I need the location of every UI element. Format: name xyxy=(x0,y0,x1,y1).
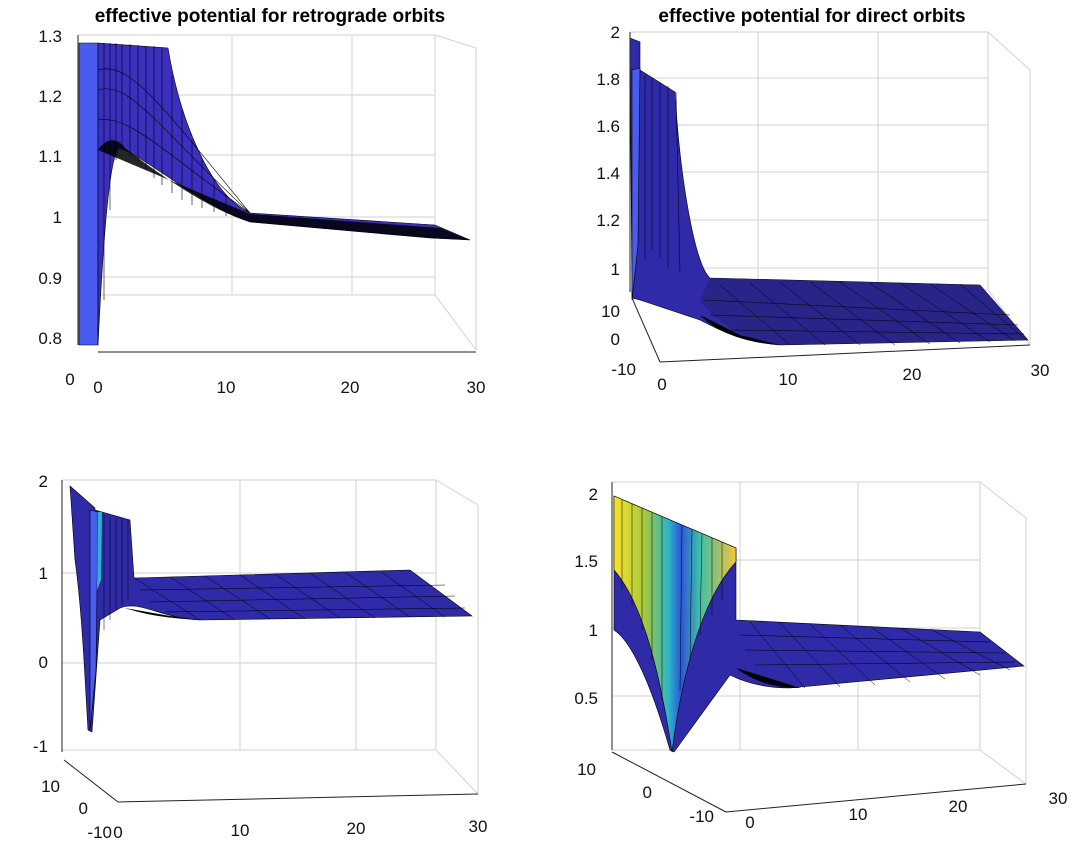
potential-surface xyxy=(613,495,1025,753)
z-tick-label: 0.5 xyxy=(574,689,598,708)
z-tick-label: 1.6 xyxy=(596,117,620,136)
x-axis: 0 10 20 30 xyxy=(725,783,1068,832)
chart-title: effective potential for retrograde orbit… xyxy=(94,6,446,27)
y-tick-label: 0 xyxy=(643,783,652,802)
x-tick-label: 0 xyxy=(657,375,666,394)
chart-title: effective potential for direct orbits xyxy=(658,6,966,27)
chart-panel-bottom-right: 2 1.5 1 0.5 10 0 -10 0 10 20 30 xyxy=(540,430,1075,846)
z-tick-label: 1.2 xyxy=(596,211,620,230)
y-tick-label: 0 xyxy=(611,330,620,349)
z-tick-label: 0.9 xyxy=(38,269,62,288)
x-tick-label: 0 xyxy=(113,823,122,842)
z-axis: 1.3 1.2 1.1 1 0.9 0.8 xyxy=(38,27,79,348)
z-tick-label: 1 xyxy=(589,621,598,640)
x-tick-label: 10 xyxy=(217,378,236,397)
z-tick-label: 1.5 xyxy=(574,552,598,571)
x-tick-label: 30 xyxy=(1031,361,1050,380)
y-tick-label: 0 xyxy=(79,799,88,818)
x-tick-label: 10 xyxy=(849,805,868,824)
x-axis: 0 0 10 20 30 xyxy=(65,351,486,397)
y-tick-label: -10 xyxy=(689,807,714,826)
z-tick-label: 1 xyxy=(53,208,62,227)
chart-panel-retrograde: effective potential for retrograde orbit… xyxy=(0,0,540,420)
z-tick-label: 0 xyxy=(39,653,48,672)
z-axis: 2 1.8 1.6 1.4 1.2 1 xyxy=(596,23,631,292)
z-tick-label: 0.8 xyxy=(38,329,62,348)
surface-plot: 2 1 0 -1 10 0 -10 0 10 20 30 xyxy=(33,472,488,842)
x-tick-label: 20 xyxy=(903,365,922,384)
y-tick-label: 0 xyxy=(65,370,74,389)
y-axis: 10 0 -10 xyxy=(577,751,727,826)
z-tick-label: 1.2 xyxy=(38,87,62,106)
y-tick-label: -10 xyxy=(611,360,636,379)
surface-plot: 2 1.5 1 0.5 10 0 -10 0 10 20 30 xyxy=(574,481,1068,832)
surface-plot: 1.3 1.2 1.1 1 0.9 0.8 0 0 10 20 30 xyxy=(38,27,486,397)
chart-panel-bottom-left: 2 1 0 -1 10 0 -10 0 10 20 30 xyxy=(0,430,540,846)
z-tick-label: -1 xyxy=(33,737,48,756)
surface-plot: 2 1.8 1.6 1.4 1.2 1 10 0 -10 0 10 20 30 xyxy=(596,23,1050,394)
x-tick-label: 10 xyxy=(779,370,798,389)
y-axis: 10 0 -10 xyxy=(601,297,661,379)
z-tick-label: 1 xyxy=(39,564,48,583)
x-tick-label: 20 xyxy=(347,819,366,838)
x-tick-label: 30 xyxy=(467,378,486,397)
y-tick-label: 10 xyxy=(577,760,596,779)
potential-surface xyxy=(69,485,473,733)
z-axis: 2 1.5 1 0.5 xyxy=(574,482,613,750)
x-tick-label: 30 xyxy=(1049,789,1068,808)
z-tick-label: 2 xyxy=(39,472,48,491)
chart-panel-direct: effective potential for direct orbits xyxy=(540,0,1075,420)
z-tick-label: 1 xyxy=(611,260,620,279)
potential-surface xyxy=(629,37,1029,346)
z-tick-label: 1.4 xyxy=(596,164,620,183)
x-tick-label: 0 xyxy=(93,378,102,397)
x-tick-label: 20 xyxy=(949,797,968,816)
y-axis: 10 0 -10 xyxy=(41,759,119,842)
x-tick-label: 10 xyxy=(231,821,250,840)
y-tick-label: 10 xyxy=(41,777,60,796)
z-tick-label: 1.8 xyxy=(596,70,620,89)
x-tick-label: 20 xyxy=(341,378,360,397)
x-tick-label: 30 xyxy=(469,817,488,836)
z-axis: 2 1 0 -1 xyxy=(33,472,63,756)
potential-surface xyxy=(78,42,471,346)
y-tick-label: 10 xyxy=(601,302,620,321)
z-tick-label: 1.3 xyxy=(38,27,62,46)
x-tick-label: 0 xyxy=(745,813,754,832)
x-axis: 0 10 20 30 xyxy=(113,793,488,842)
z-tick-label: 2 xyxy=(611,23,620,42)
z-tick-label: 2 xyxy=(589,485,598,504)
x-axis: 0 10 20 30 xyxy=(657,344,1050,394)
z-tick-label: 1.1 xyxy=(38,147,62,166)
y-tick-label: -10 xyxy=(87,823,112,842)
